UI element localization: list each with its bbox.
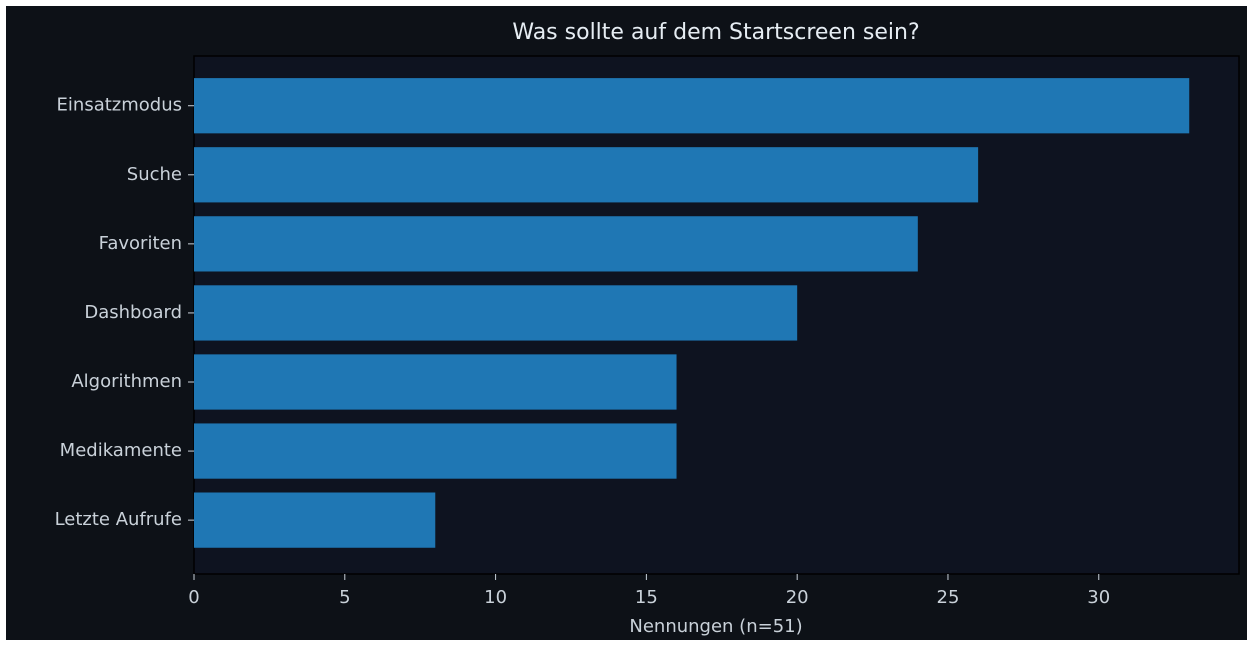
y-tick-label: Suche xyxy=(127,164,182,185)
chart-title: Was sollte auf dem Startscreen sein? xyxy=(512,20,919,45)
y-tick-label: Letzte Aufrufe xyxy=(55,509,182,530)
x-tick-label: 5 xyxy=(339,587,350,608)
y-tick-label: Favoriten xyxy=(99,233,182,254)
bar xyxy=(194,285,798,341)
x-tick-label: 15 xyxy=(635,587,658,608)
y-tick-label: Einsatzmodus xyxy=(57,95,182,116)
x-tick-label: 30 xyxy=(1087,587,1110,608)
bar xyxy=(194,423,677,479)
bar xyxy=(194,492,436,548)
x-axis-label: Nennungen (n=51) xyxy=(629,616,802,637)
x-tick-label: 20 xyxy=(786,587,809,608)
x-tick-label: 0 xyxy=(188,587,199,608)
bar xyxy=(194,78,1190,134)
y-tick-label: Medikamente xyxy=(60,440,182,461)
bar xyxy=(194,354,677,410)
y-tick-label: Algorithmen xyxy=(71,371,182,392)
bar xyxy=(194,147,979,203)
x-tick-label: 10 xyxy=(484,587,507,608)
x-tick-label: 25 xyxy=(937,587,960,608)
y-tick-label: Dashboard xyxy=(84,302,182,323)
bar xyxy=(194,216,918,272)
